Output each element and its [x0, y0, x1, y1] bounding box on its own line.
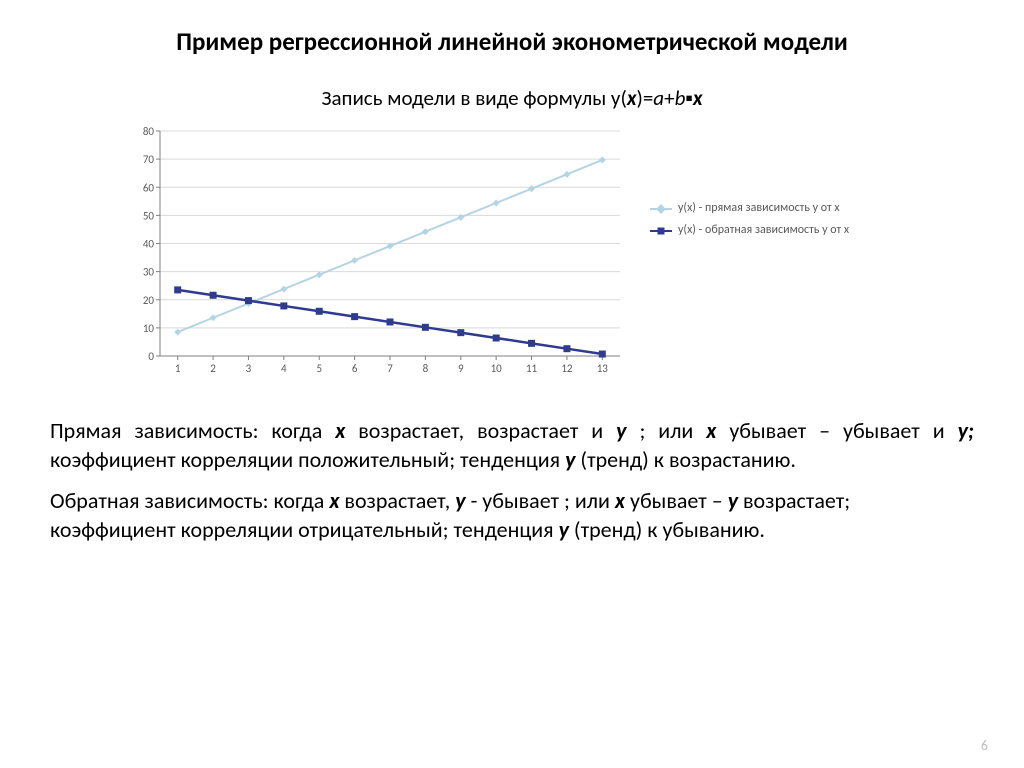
text-run: x	[615, 487, 625, 514]
text-run: (тренд) к убыванию.	[569, 516, 765, 543]
text-run: y	[455, 487, 465, 514]
text-run: y	[728, 487, 738, 514]
subtitle-dot: ▪	[685, 85, 692, 111]
svg-text:70: 70	[143, 153, 155, 166]
line-chart: 0102030405060708012345678910111213	[110, 121, 630, 386]
page-number: 6	[981, 737, 988, 754]
svg-text:3: 3	[246, 362, 252, 375]
slide-subtitle: Запись модели в виде формулы y(x)=a+b▪x	[50, 85, 974, 111]
text-run: убывает –	[625, 487, 728, 514]
svg-text:8: 8	[423, 362, 429, 375]
text-run: x	[335, 417, 345, 444]
text-run: x	[706, 417, 716, 444]
slide: Пример регрессионной линейной эконометри…	[0, 0, 1024, 768]
svg-text:1: 1	[175, 362, 181, 375]
svg-text:50: 50	[143, 209, 155, 222]
svg-text:60: 60	[143, 181, 155, 194]
svg-text:4: 4	[281, 362, 287, 375]
legend-label: y(x) - обратная зависимость y от x	[678, 223, 849, 237]
subtitle-a: a	[653, 85, 664, 111]
chart-legend: y(x) - прямая зависимость y от x y(x) - о…	[650, 201, 850, 246]
slide-title: Пример регрессионной линейной эконометри…	[50, 26, 974, 57]
legend-marker	[650, 203, 672, 215]
svg-text:80: 80	[143, 125, 155, 138]
text-run: Прямая зависимость: когда	[50, 417, 335, 444]
text-run: - убывает ; или	[466, 487, 615, 514]
legend-item: y(x) - прямая зависимость y от x	[650, 201, 850, 215]
svg-text:13: 13	[597, 362, 609, 375]
svg-text:30: 30	[143, 266, 155, 279]
text-run: убывает – убывает и	[716, 417, 957, 444]
text-run: ; или	[627, 417, 707, 444]
subtitle-plus: +	[664, 85, 674, 111]
text-run: коэффициент корреляции положительный; те…	[50, 446, 565, 473]
paragraph-direct: Прямая зависимость: когда x возрастает, …	[50, 416, 974, 474]
text-run: y	[565, 446, 575, 473]
svg-text:10: 10	[143, 322, 155, 335]
svg-text:11: 11	[526, 362, 538, 375]
text-run: возрастает, возрастает и	[345, 417, 616, 444]
legend-label: y(x) - прямая зависимость y от x	[678, 201, 840, 215]
svg-text:10: 10	[491, 362, 503, 375]
subtitle-x2: x	[693, 85, 703, 111]
text-run: y;	[958, 417, 974, 444]
subtitle-b: b	[675, 85, 686, 111]
svg-text:9: 9	[458, 362, 464, 375]
text-run: y	[559, 516, 569, 543]
svg-text:5: 5	[316, 362, 322, 375]
svg-text:12: 12	[561, 362, 573, 375]
svg-text:20: 20	[143, 294, 155, 307]
svg-text:2: 2	[210, 362, 216, 375]
paragraph-inverse: Обратная зависимость: когда x возрастает…	[50, 486, 974, 544]
text-run: (тренд) к возрастанию.	[575, 446, 796, 473]
text-run: Обратная зависимость: когда	[50, 487, 329, 514]
text-run: x	[329, 487, 339, 514]
subtitle-part: )=	[636, 85, 653, 111]
text-run: возрастает,	[339, 487, 455, 514]
text-run: y	[616, 417, 626, 444]
subtitle-part: Запись модели в виде формулы y(	[322, 85, 627, 111]
legend-marker	[650, 225, 672, 237]
chart-region: 0102030405060708012345678910111213 y(x) …	[110, 121, 870, 386]
svg-text:0: 0	[148, 350, 154, 363]
svg-text:40: 40	[143, 238, 155, 251]
svg-text:7: 7	[387, 362, 393, 375]
svg-text:6: 6	[352, 362, 358, 375]
legend-item: y(x) - обратная зависимость y от x	[650, 223, 850, 237]
